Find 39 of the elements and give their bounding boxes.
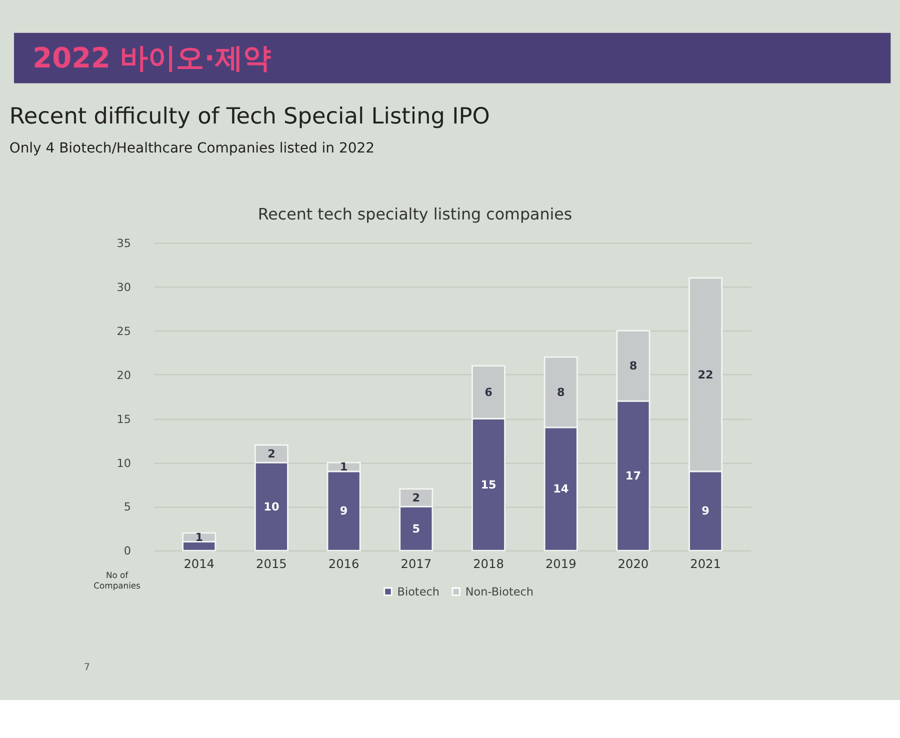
data-label: 10 <box>264 500 280 514</box>
data-label: 5 <box>412 522 420 536</box>
x-tick-label: 2016 <box>328 556 360 571</box>
text: 7 <box>84 662 90 673</box>
x-tick-label: 2021 <box>690 556 721 571</box>
data-label: 8 <box>556 386 565 399</box>
data-label: 9 <box>340 504 348 518</box>
data-label: 22 <box>698 368 714 382</box>
data-label: 8 <box>629 360 638 373</box>
data-label: 6 <box>484 386 493 399</box>
y-tick-label: 30 <box>116 280 132 294</box>
data-label: 17 <box>625 470 641 483</box>
y-axis-title: No of Companies <box>94 570 140 590</box>
y-tick-label: 0 <box>124 544 132 558</box>
y-tick-label: 5 <box>124 500 132 514</box>
data-label: 1 <box>195 531 204 544</box>
y-tick-label: 35 <box>116 236 132 250</box>
legend-label: Non-Biotech <box>465 585 534 598</box>
y-tick-label: 10 <box>116 456 132 470</box>
x-tick-label: 2019 <box>545 556 576 571</box>
y-tick-label: 25 <box>116 324 132 338</box>
chart-subtitle: Only 4 Biotech/Healthcare Companies listed in 2022 <box>9 140 375 156</box>
data-label: 9 <box>702 504 710 518</box>
x-tick-label: 2018 <box>473 556 504 571</box>
text: 2022 바이오·제약 <box>32 41 271 74</box>
data-label: 1 <box>340 460 348 474</box>
x-tick-label: 2020 <box>618 556 649 571</box>
data-label: 2 <box>268 448 276 461</box>
legend-label: Biotech <box>397 585 440 598</box>
y-tick-label: 15 <box>116 412 132 426</box>
y-tick-label: 20 <box>116 368 132 382</box>
x-tick-label: 2017 <box>400 556 432 571</box>
text: Recent tech specialty listing companies <box>258 204 572 224</box>
data-label: 2 <box>412 491 420 504</box>
x-tick-label: 2014 <box>184 556 215 571</box>
data-label: 14 <box>553 482 569 496</box>
data-label: 15 <box>480 478 496 492</box>
x-tick-label: 2015 <box>256 556 287 571</box>
chart-title: Recent difficulty of Tech Special Listing IPO <box>9 103 490 130</box>
